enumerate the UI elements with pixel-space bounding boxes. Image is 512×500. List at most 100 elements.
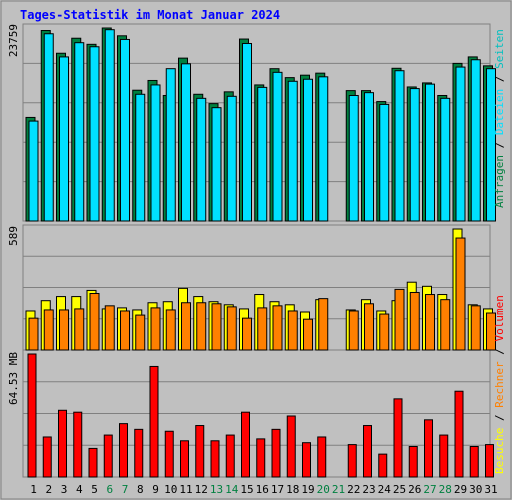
bar-dateien (348, 94, 359, 222)
bar-volumen (439, 434, 449, 478)
bar-volumen (149, 365, 159, 478)
bar-dateien (165, 68, 176, 222)
bar-dateien (28, 120, 39, 222)
bar-rechner (74, 308, 85, 351)
x-tick-label: 9 (152, 483, 159, 496)
bar-rechner (89, 293, 100, 351)
x-axis-labels: 1 2 3 4 5 6 7 8 9 10 11 12 13 14 15 16 17 18 19 20 21 22 23 24 2… (30, 483, 497, 496)
bar-dateien (135, 93, 146, 222)
bar-dateien (257, 86, 268, 222)
bar-rechner (364, 303, 374, 351)
legend-separator: / (493, 69, 506, 89)
x-tick-label: 21 (332, 483, 345, 496)
bar-rechner (394, 288, 405, 351)
bar-dateien (211, 107, 222, 222)
bar-volumen (424, 419, 433, 478)
bar-volumen (27, 353, 37, 478)
bar-rechner (440, 299, 451, 351)
x-tick-label: 10 (164, 483, 177, 496)
bar-dateien (470, 59, 481, 222)
bar-volumen (164, 430, 174, 478)
x-tick-label: 30 (469, 483, 482, 496)
legend-separator: / (493, 408, 506, 428)
bar-rechner (135, 314, 146, 351)
x-tick-label: 27 (423, 483, 436, 496)
bar-dateien (196, 97, 207, 222)
x-tick-label: 2 (45, 483, 52, 496)
bar-dateien (120, 38, 130, 222)
x-tick-label: 26 (408, 483, 421, 496)
bar-dateien (181, 63, 191, 222)
legend-item-anfragen: Anfragen (493, 155, 506, 208)
bar-volumen (180, 440, 189, 478)
bar-dateien (150, 84, 161, 222)
bar-rechner (470, 305, 481, 351)
bar-rechner (43, 309, 54, 351)
bar-rechner (120, 310, 130, 351)
x-tick-label: 4 (76, 483, 83, 496)
bar-dateien (486, 68, 496, 222)
bar-volumen (42, 436, 52, 478)
bar-volumen (225, 434, 235, 478)
x-tick-label: 20 (317, 483, 330, 496)
legend-separator: / (493, 342, 506, 362)
bar-rechner (348, 310, 359, 351)
x-tick-label: 23 (362, 483, 375, 496)
bar-dateien (43, 33, 54, 222)
bar-volumen (317, 436, 327, 478)
bar-dateien (440, 97, 451, 222)
bar-rechner (165, 309, 176, 351)
bar-rechner (242, 317, 252, 351)
bar-dateien (242, 43, 252, 222)
bar-rechner (303, 318, 313, 351)
bar-rechner (59, 309, 69, 351)
bar-volumen (256, 438, 266, 478)
bar-rechner (272, 305, 283, 351)
bar-volumen (134, 428, 144, 478)
bar-volumen (286, 415, 296, 478)
bar-rechner (211, 303, 222, 351)
bar-rechner (409, 291, 420, 351)
bar-rechner (28, 317, 39, 351)
x-tick-label: 13 (210, 483, 223, 496)
bar-volumen (469, 446, 479, 478)
x-tick-label: 8 (137, 483, 144, 496)
bar-dateien (318, 76, 329, 222)
y-axis-max-label-2: 64.53 MB (7, 352, 20, 405)
x-tick-label: 12 (195, 483, 208, 496)
bar-volumen (302, 442, 311, 478)
x-tick-label: 15 (240, 483, 253, 496)
bar-volumen (271, 428, 281, 478)
bar-dateien (59, 56, 69, 222)
x-tick-label: 5 (91, 483, 98, 496)
x-tick-label: 16 (256, 483, 269, 496)
bar-dateien (409, 88, 420, 222)
bar-rechner (226, 306, 237, 351)
legend-item-besuche: Besuche (493, 428, 506, 474)
x-tick-label: 28 (439, 483, 452, 496)
bar-volumen (58, 409, 67, 478)
bar-volumen (210, 440, 220, 478)
bar-rechner (181, 302, 191, 351)
bar-dateien (89, 46, 100, 222)
x-tick-label: 3 (61, 483, 68, 496)
bar-volumen (363, 425, 372, 478)
x-tick-label: 7 (122, 483, 129, 496)
chart-title: Tages-Statistik im Monat Januar 2024 (20, 8, 280, 22)
bar-dateien (379, 103, 390, 222)
bar-volumen (454, 390, 464, 478)
x-tick-label: 29 (454, 483, 467, 496)
x-tick-label: 31 (484, 483, 497, 496)
bar-dateien (364, 92, 374, 222)
bar-volumen (88, 447, 98, 478)
bar-dateien (303, 78, 313, 222)
x-tick-label: 25 (393, 483, 406, 496)
legend-top: Anfragen / Dateien / Seiten (493, 29, 506, 208)
bar-rechner (486, 312, 496, 351)
chart-bars (25, 27, 496, 478)
legend-item-dateien: Dateien (493, 89, 506, 135)
x-tick-label: 24 (378, 483, 392, 496)
bar-rechner (455, 237, 466, 351)
bar-volumen (347, 444, 357, 478)
